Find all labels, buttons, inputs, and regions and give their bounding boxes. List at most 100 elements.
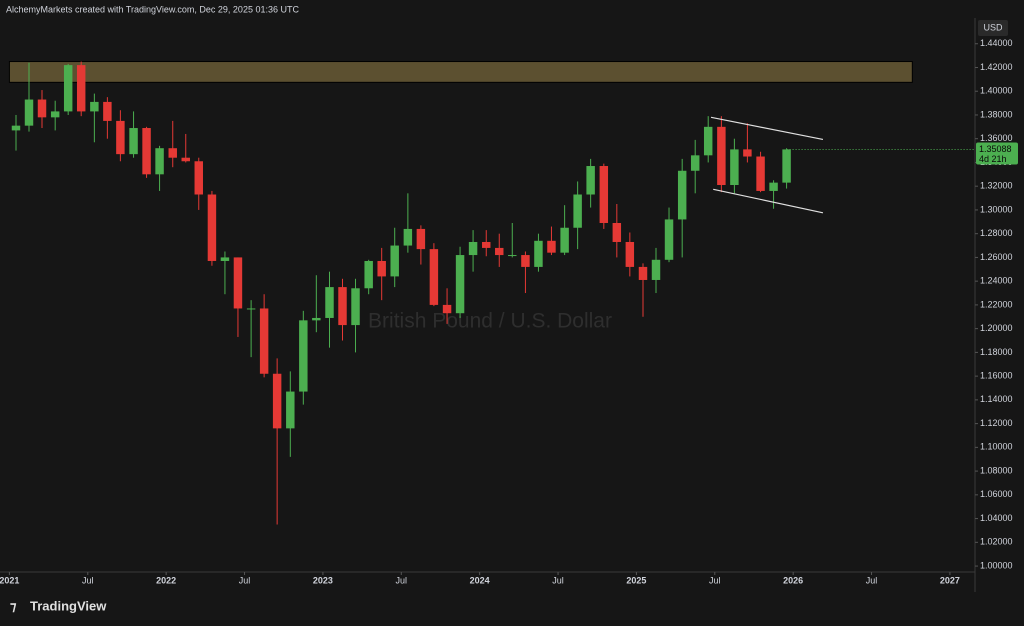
y-tick-label: 1.18000: [980, 347, 1013, 357]
candle-body: [390, 245, 399, 277]
candle-body: [664, 219, 674, 260]
candle-body: [495, 247, 504, 256]
candle-body: [508, 255, 517, 257]
candle-body: [351, 288, 360, 326]
y-tick-label: 1.06000: [980, 489, 1013, 499]
trend-line: [710, 116, 824, 141]
x-tick-label: Jul: [866, 575, 878, 585]
candle-body: [181, 157, 190, 162]
candle-body: [612, 222, 622, 242]
candle-body: [442, 304, 452, 314]
currency: USD: [983, 22, 1003, 32]
candle-body: [129, 128, 138, 155]
y-tick-label: 1.38000: [980, 109, 1013, 119]
candle-body: [717, 126, 726, 186]
candle-body: [11, 125, 21, 131]
candle-body: [50, 111, 60, 118]
x-tick-label: 2027: [940, 575, 960, 585]
y-tick-label: 1.36000: [980, 133, 1013, 143]
candle-body: [586, 166, 595, 195]
brand-logo: ⁊ TradingView: [10, 598, 107, 613]
candle-body: [521, 255, 530, 267]
candle-body: [76, 65, 86, 112]
candle-body: [233, 257, 243, 309]
x-tick-label: Jul: [552, 575, 564, 585]
countdown: 4d 21h: [979, 154, 1007, 164]
candle-body: [338, 287, 347, 326]
x-tick-label: 2023: [313, 575, 333, 585]
y-tick-label: 1.14000: [980, 394, 1013, 404]
candle-body: [730, 149, 739, 186]
candle-body: [155, 148, 164, 175]
candle-body: [482, 241, 491, 248]
y-tick-label: 1.32000: [980, 181, 1013, 191]
y-tick-label: 1.16000: [980, 371, 1013, 381]
currency-box: [978, 20, 1008, 36]
candle-body: [259, 308, 269, 374]
x-tick-label: 2024: [470, 575, 490, 585]
candle-body: [103, 101, 112, 121]
x-tick-label: Jul: [239, 575, 251, 585]
candle-body: [573, 194, 582, 228]
x-tick-label: Jul: [396, 575, 408, 585]
candle-body: [194, 161, 203, 195]
candle-body: [769, 182, 778, 191]
candle-body: [286, 391, 295, 429]
logo-mark: ⁊: [10, 598, 17, 613]
candle-body: [756, 156, 765, 191]
candle-body: [547, 240, 556, 253]
y-tick-label: 1.00000: [980, 560, 1013, 570]
last-price-label: 1.35088: [979, 144, 1012, 154]
trend-line: [713, 188, 824, 214]
candle-body: [142, 128, 151, 175]
candle-body: [377, 260, 386, 277]
y-tick-label: 1.40000: [980, 86, 1013, 96]
candle-body: [90, 101, 99, 112]
candle-body: [416, 228, 426, 250]
candle-body: [743, 149, 752, 157]
candle-body: [429, 249, 439, 305]
candle-body: [638, 266, 648, 280]
y-tick-label: 1.02000: [980, 537, 1013, 547]
candle-body: [560, 227, 569, 253]
y-tick-label: 1.26000: [980, 252, 1013, 262]
supply-zone: [8, 61, 913, 83]
candle-body: [455, 255, 465, 314]
candle-body: [312, 317, 321, 321]
y-tick-label: 1.22000: [980, 299, 1013, 309]
brand: TradingView: [30, 598, 107, 613]
candle-body: [782, 149, 791, 183]
candle-body: [207, 194, 217, 261]
y-tick-label: 1.20000: [980, 323, 1013, 333]
watermark: British Pound / U.S. Dollar: [368, 310, 612, 333]
candle-body: [403, 228, 413, 246]
y-tick-label: 1.12000: [980, 418, 1013, 428]
x-tick-label: Jul: [709, 575, 721, 585]
y-tick-label: 1.42000: [980, 62, 1013, 72]
y-tick-label: 1.44000: [980, 38, 1013, 48]
candle-body: [220, 257, 230, 261]
candle-body: [299, 320, 308, 392]
x-tick-label: 2025: [626, 575, 646, 585]
candle-body: [468, 241, 478, 256]
candle-body: [703, 126, 713, 156]
candle-body: [37, 99, 47, 118]
y-tick-label: 1.04000: [980, 513, 1013, 523]
last-price-box: [976, 142, 1018, 165]
y-tick-label: 1.10000: [980, 442, 1013, 452]
candle-body: [677, 170, 687, 220]
candle-body: [625, 241, 635, 267]
candle-body: [651, 259, 661, 280]
y-tick-label: 1.28000: [980, 228, 1013, 238]
candle-body: [325, 287, 334, 318]
candle-body: [690, 155, 700, 171]
candle-body: [364, 260, 373, 289]
candle-body: [246, 308, 256, 310]
candle-body: [599, 166, 609, 223]
x-tick-label: 2021: [0, 575, 19, 585]
x-tick-label: Jul: [82, 575, 94, 585]
candle-body: [24, 99, 34, 126]
